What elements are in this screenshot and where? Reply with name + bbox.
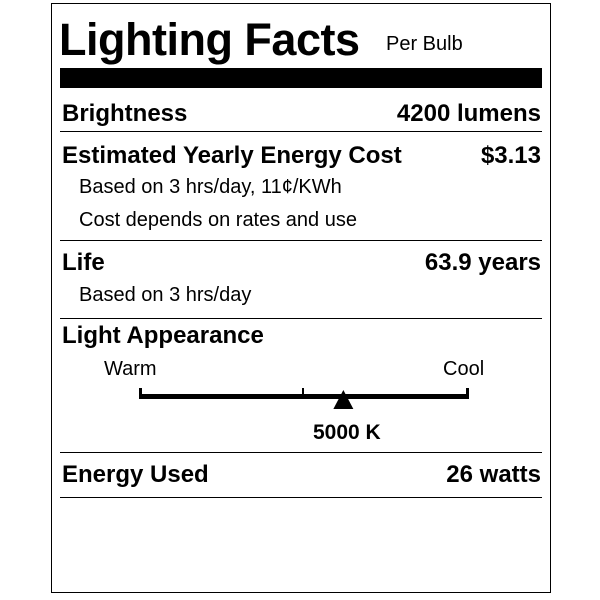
cool-label: Cool xyxy=(443,358,485,380)
scale-tick xyxy=(139,388,142,398)
energy-cost-label: Estimated Yearly Energy Cost xyxy=(62,142,402,169)
light-appearance-label: Light Appearance xyxy=(62,322,264,349)
title-bar xyxy=(60,68,542,88)
label-title: Lighting Facts xyxy=(59,14,360,65)
divider xyxy=(60,318,542,319)
warm-label: Warm xyxy=(104,358,157,380)
energy-cost-note: Cost depends on rates and use xyxy=(79,209,357,231)
per-bulb-label: Per Bulb xyxy=(386,33,463,55)
life-note: Based on 3 hrs/day xyxy=(79,284,252,306)
energy-used-value: 26 watts xyxy=(446,461,541,488)
scale-marker xyxy=(333,390,354,409)
energy-used-label: Energy Used xyxy=(62,461,209,488)
life-value: 63.9 years xyxy=(424,249,541,276)
divider xyxy=(60,497,542,498)
color-temperature-value: 5000 K xyxy=(313,421,381,444)
brightness-value: 4200 lumens xyxy=(396,100,541,127)
label-frame xyxy=(51,3,551,593)
divider xyxy=(60,452,542,453)
energy-cost-note: Based on 3 hrs/day, 11¢/KWh xyxy=(79,176,342,198)
scale-tick xyxy=(302,388,304,398)
divider xyxy=(60,131,542,132)
scale-tick xyxy=(466,388,469,398)
life-label: Life xyxy=(62,249,105,276)
brightness-label: Brightness xyxy=(62,100,188,127)
divider xyxy=(60,240,542,241)
energy-cost-value: $3.13 xyxy=(480,142,541,169)
